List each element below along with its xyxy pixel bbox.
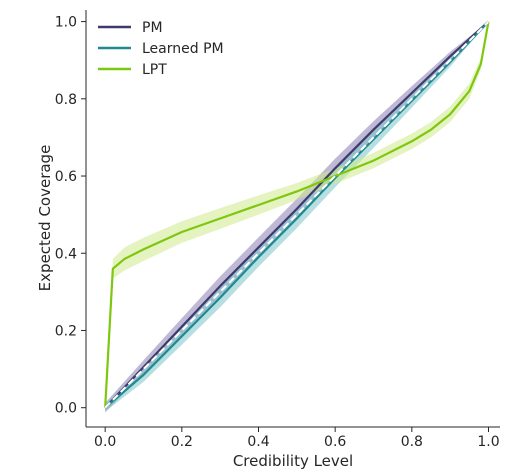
x-axis-label: Credibility Level — [233, 452, 353, 470]
y-tick-label: 0.6 — [55, 169, 77, 185]
series-lines — [104, 20, 490, 409]
y-tick-label: 0.2 — [55, 323, 77, 339]
learned-pm-line — [104, 20, 490, 409]
y-tick-label: 0.8 — [55, 92, 77, 108]
legend-label-learned-pm: Learned PM — [142, 41, 224, 57]
x-tick-label: 0.8 — [401, 434, 423, 450]
axes: 0.0 0.2 0.4 0.6 0.8 1.0 0.0 0.2 0.4 0.6 0.8 1.0 — [55, 10, 500, 450]
x-tick-label: 0.0 — [94, 434, 116, 450]
legend-label-pm: PM — [142, 20, 163, 36]
pm-line — [104, 20, 490, 409]
x-tick-label: 1.0 — [477, 434, 499, 450]
legend: PM Learned PM LPT — [98, 20, 224, 78]
x-tick-label: 0.2 — [171, 434, 193, 450]
y-tick-label: 1.0 — [55, 15, 77, 31]
y-tick-label: 0.4 — [55, 246, 77, 262]
x-tick-label: 0.6 — [324, 434, 346, 450]
y-tick-label: 0.0 — [55, 401, 77, 417]
reference-line — [104, 20, 490, 409]
lpt-line — [104, 21, 490, 408]
x-tick-label: 0.4 — [247, 434, 269, 450]
legend-label-lpt: LPT — [142, 62, 167, 78]
reference-diagonal — [104, 20, 490, 409]
y-axis-label: Expected Coverage — [36, 145, 54, 292]
